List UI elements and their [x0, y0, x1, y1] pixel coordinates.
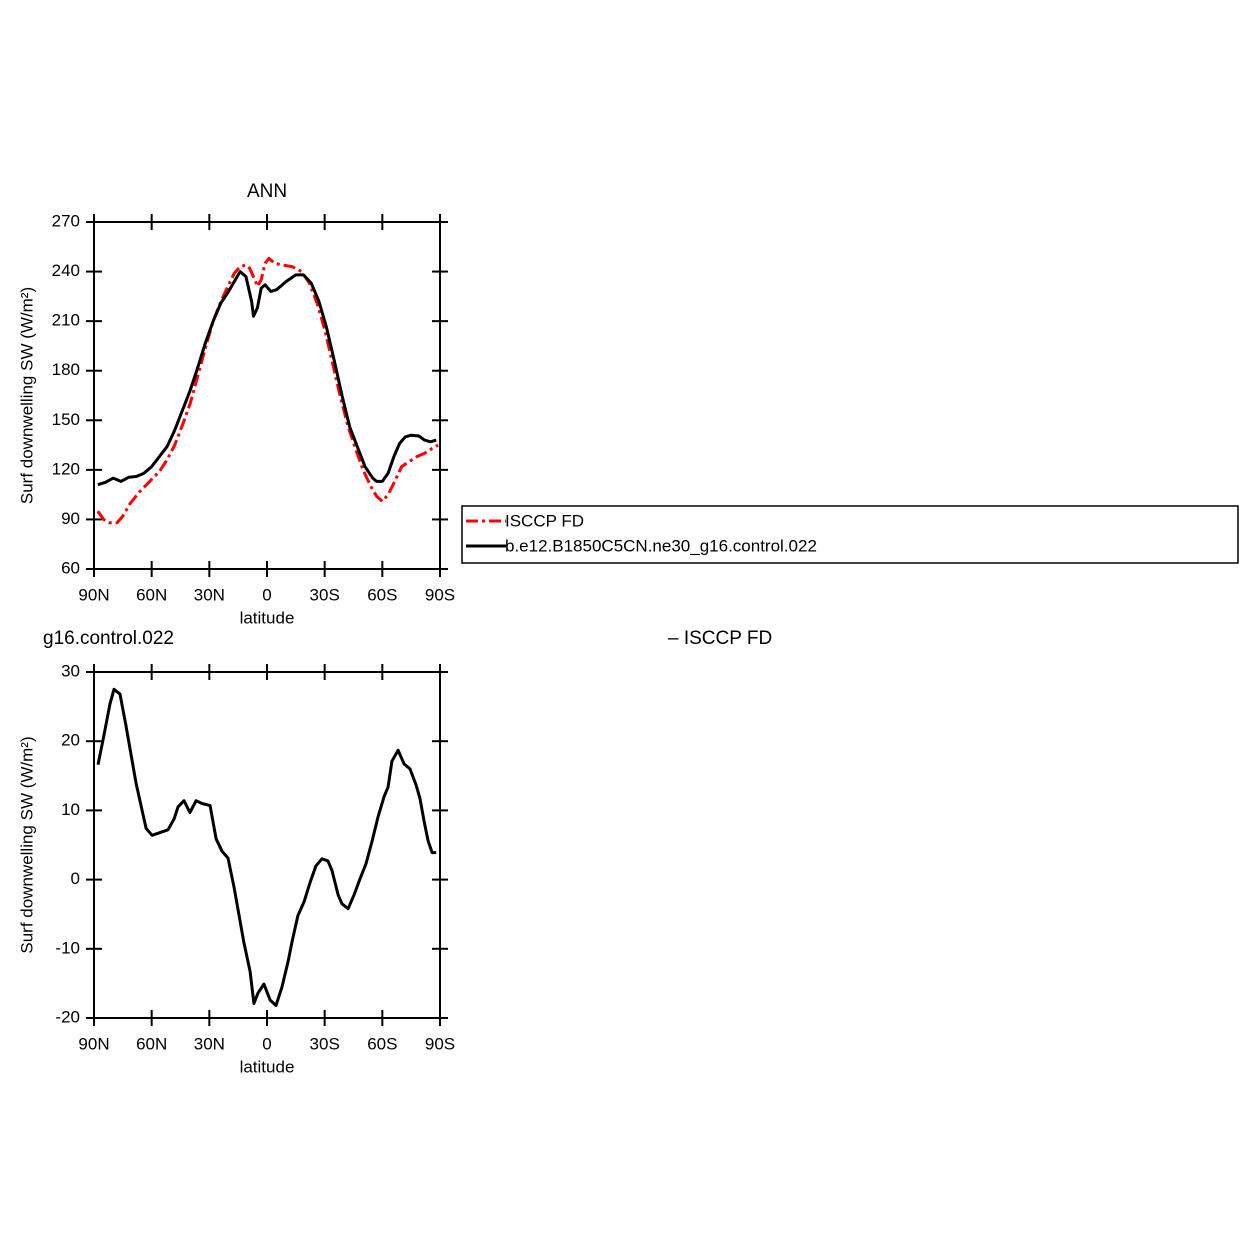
y-tick-label: -20: [55, 1007, 80, 1026]
chart-title: g16.control.022: [43, 628, 174, 649]
x-tick-label: 60N: [136, 585, 167, 604]
series-line: [96, 256, 439, 525]
y-axis-label: Surf downwelling SW (W/m²): [17, 287, 36, 504]
x-tick-label: 60N: [136, 1034, 167, 1053]
x-tick-label: 90N: [78, 585, 109, 604]
x-axis-label: latitude: [240, 608, 295, 627]
legend-label: b.e12.B1850C5CN.ne30_g16.control.022: [505, 536, 817, 555]
x-tick-label: 30S: [310, 585, 340, 604]
x-tick-label: 0: [262, 1034, 271, 1053]
y-tick-label: -10: [55, 938, 80, 957]
x-tick-label: 60S: [367, 1034, 397, 1053]
x-tick-label: 90S: [425, 1034, 455, 1053]
chart-title: – ISCCP FD: [668, 628, 772, 649]
plot-frame: [93, 221, 441, 570]
x-axis-label: latitude: [240, 1057, 295, 1076]
y-tick-label: 0: [71, 869, 80, 888]
x-tick-label: 60S: [367, 585, 397, 604]
y-tick-label: 20: [61, 731, 80, 750]
y-tick-label: 30: [61, 661, 80, 680]
legend-label: ISCCP FD: [505, 511, 584, 530]
y-tick-label: 60: [61, 558, 80, 577]
x-tick-label: 30S: [310, 1034, 340, 1053]
series-line: [96, 687, 437, 1007]
y-tick-label: 270: [52, 211, 80, 230]
x-tick-label: 90S: [425, 585, 455, 604]
x-tick-label: 0: [262, 585, 271, 604]
x-tick-label: 30N: [194, 585, 225, 604]
y-tick-label: 180: [52, 360, 80, 379]
y-tick-label: 90: [61, 509, 80, 528]
chart-title: ANN: [247, 181, 287, 202]
y-axis-label: Surf downwelling SW (W/m²): [17, 736, 36, 953]
y-tick-label: 10: [61, 800, 80, 819]
y-tick-label: 150: [52, 410, 80, 429]
plot-frame: [93, 671, 441, 1019]
x-tick-label: 90N: [78, 1034, 109, 1053]
series-line: [97, 270, 437, 487]
legend-box: [461, 505, 1239, 564]
y-tick-label: 120: [52, 459, 80, 478]
y-tick-label: 240: [52, 261, 80, 280]
y-tick-label: 210: [52, 311, 80, 330]
x-tick-label: 30N: [194, 1034, 225, 1053]
